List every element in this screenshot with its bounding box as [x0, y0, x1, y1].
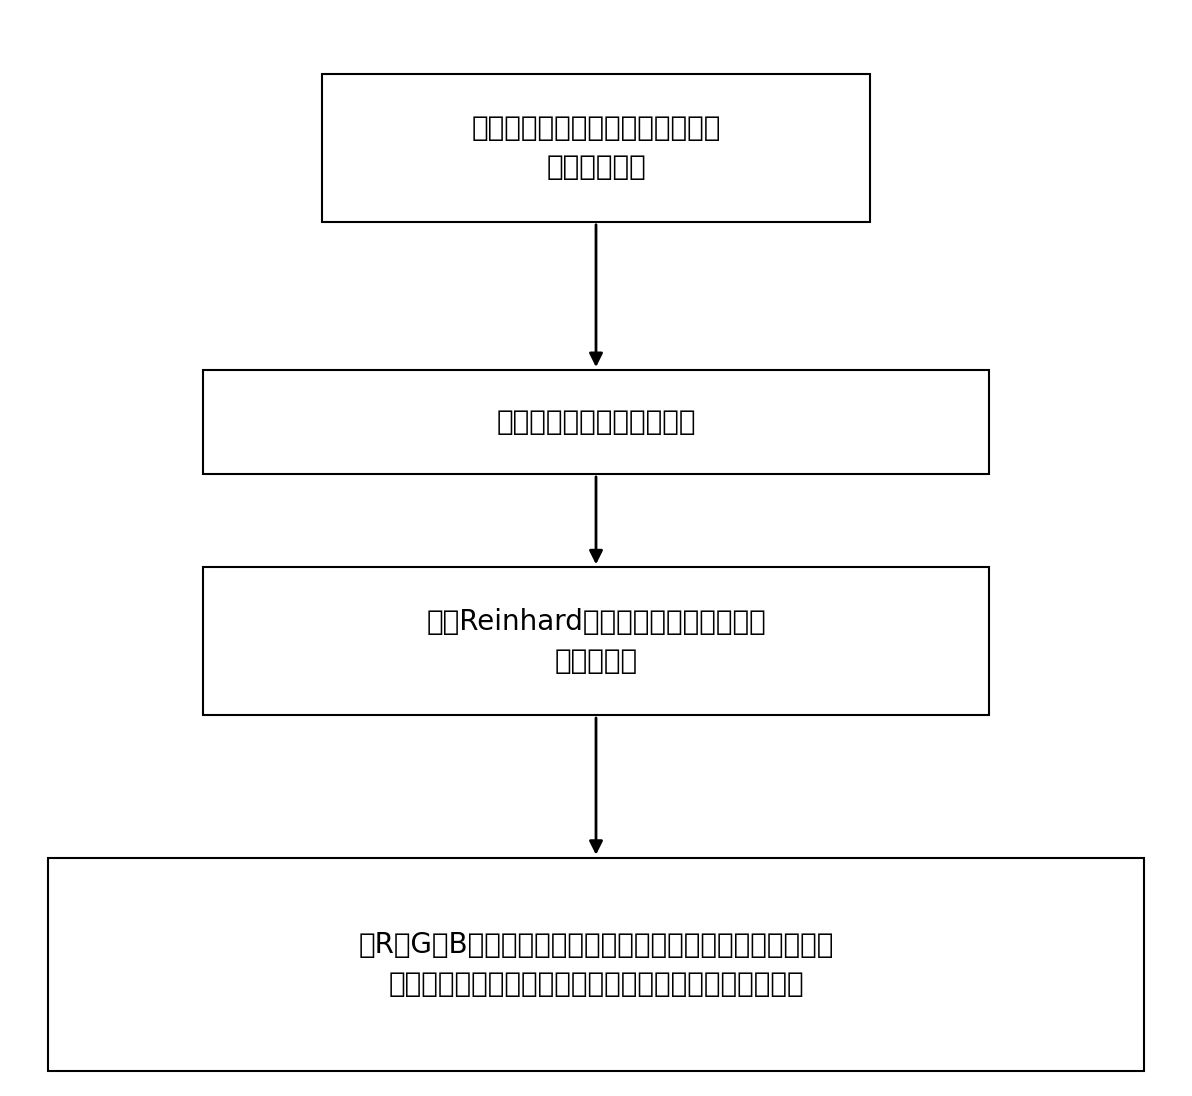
Bar	[48, 857, 1144, 1072]
Text: 获取的目标场景的基于最优曝光的
最小曝光集合: 获取的目标场景的基于最优曝光的 最小曝光集合	[471, 114, 721, 182]
Bar	[203, 568, 989, 716]
Text: 高动态范围辐射率图的生成: 高动态范围辐射率图的生成	[496, 408, 696, 436]
Bar	[322, 75, 870, 222]
Text: 将R、G、B三个颜色通道经过色调映射处理得的像素值进行合
成，即可得到能在普通显示设备上显示的高动态范围图像: 将R、G、B三个颜色通道经过色调映射处理得的像素值进行合 成，即可得到能在普通显…	[359, 931, 833, 998]
Bar	[203, 370, 989, 473]
Text: 基于Reinhard全局色调映射算子进行色
调映射处理: 基于Reinhard全局色调映射算子进行色 调映射处理	[426, 607, 766, 675]
